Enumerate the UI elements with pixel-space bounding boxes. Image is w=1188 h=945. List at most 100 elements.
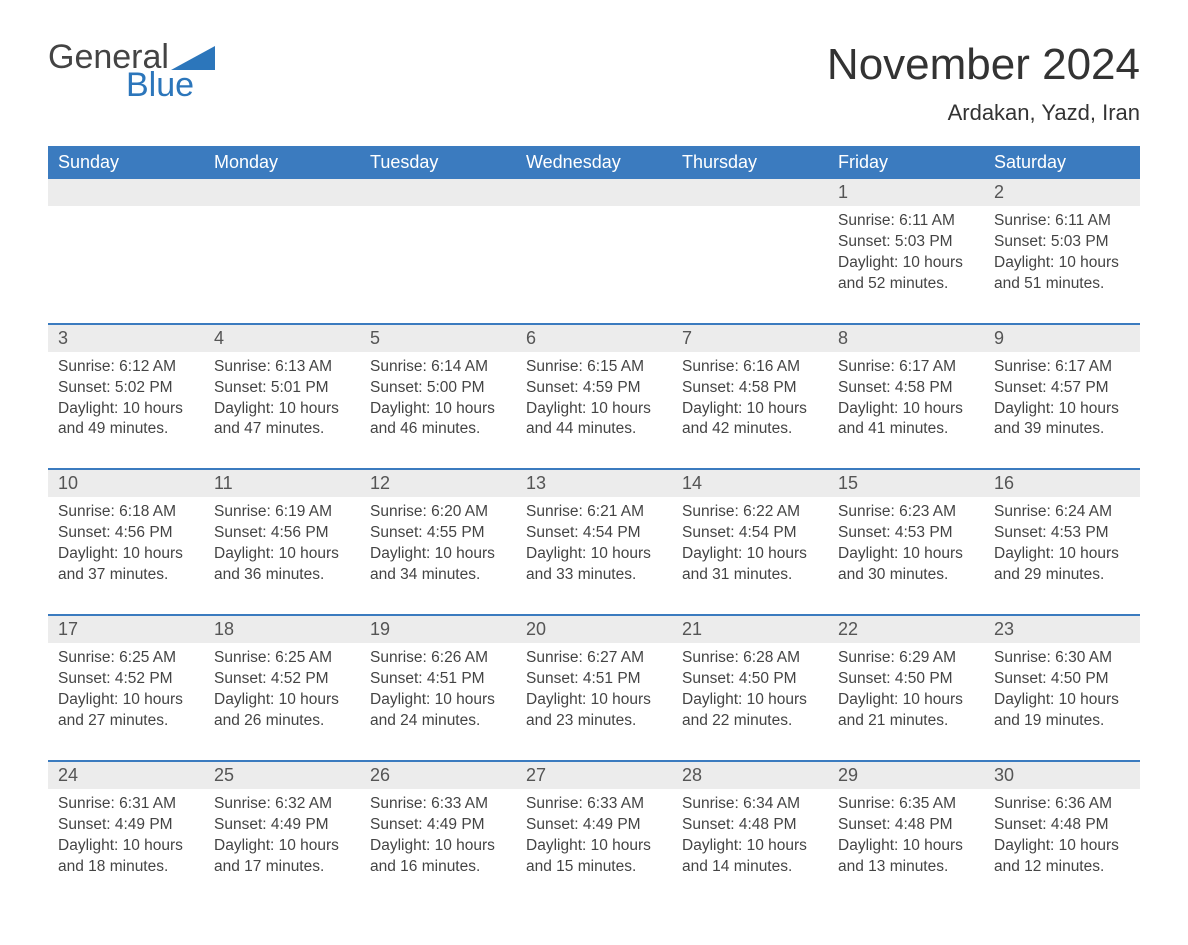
sunrise-text: Sunrise: 6:27 AM xyxy=(526,648,662,669)
day-info: Sunrise: 6:32 AMSunset: 4:49 PMDaylight:… xyxy=(204,794,360,878)
daylight-text: Daylight: 10 hours and 52 minutes. xyxy=(838,253,974,295)
sunrise-text: Sunrise: 6:20 AM xyxy=(370,502,506,523)
day-info: Sunrise: 6:17 AMSunset: 4:57 PMDaylight:… xyxy=(984,357,1140,441)
sunset-text: Sunset: 4:48 PM xyxy=(682,815,818,836)
day-number: 23 xyxy=(984,616,1140,643)
daylight-text: Daylight: 10 hours and 14 minutes. xyxy=(682,836,818,878)
sunrise-text: Sunrise: 6:11 AM xyxy=(994,211,1130,232)
day-info: Sunrise: 6:25 AMSunset: 4:52 PMDaylight:… xyxy=(204,648,360,732)
day-info: Sunrise: 6:11 AMSunset: 5:03 PMDaylight:… xyxy=(828,211,984,295)
weeks-container: 1Sunrise: 6:11 AMSunset: 5:03 PMDaylight… xyxy=(48,179,1140,905)
day-number: 21 xyxy=(672,616,828,643)
daylight-text: Daylight: 10 hours and 31 minutes. xyxy=(682,544,818,586)
day-cell: 11Sunrise: 6:19 AMSunset: 4:56 PMDayligh… xyxy=(204,470,360,614)
sunrise-text: Sunrise: 6:25 AM xyxy=(58,648,194,669)
day-number: 10 xyxy=(48,470,204,497)
week-row: 10Sunrise: 6:18 AMSunset: 4:56 PMDayligh… xyxy=(48,468,1140,614)
sunset-text: Sunset: 4:52 PM xyxy=(214,669,350,690)
daylight-text: Daylight: 10 hours and 34 minutes. xyxy=(370,544,506,586)
sunset-text: Sunset: 4:58 PM xyxy=(682,378,818,399)
day-number: 9 xyxy=(984,325,1140,352)
day-cell: 27 Sunrise: 6:33 AMSunset: 4:49 PMDayligh… xyxy=(516,762,672,906)
empty-day-cell xyxy=(360,179,516,323)
weekday-header: Thursday xyxy=(672,146,828,179)
day-info: Sunrise: 6:28 AMSunset: 4:50 PMDaylight:… xyxy=(672,648,828,732)
sunset-text: Sunset: 4:48 PM xyxy=(838,815,974,836)
day-number xyxy=(204,179,360,206)
day-info: Sunrise: 6:25 AMSunset: 4:52 PMDaylight:… xyxy=(48,648,204,732)
day-info: Sunrise: 6:33 AMSunset: 4:49 PMDaylight:… xyxy=(516,794,672,878)
day-cell: 8Sunrise: 6:17 AMSunset: 4:58 PMDaylight… xyxy=(828,325,984,469)
daylight-text: Daylight: 10 hours and 27 minutes. xyxy=(58,690,194,732)
day-number xyxy=(360,179,516,206)
day-cell: 29 Sunrise: 6:35 AMSunset: 4:48 PMDayligh… xyxy=(828,762,984,906)
day-number: 26 xyxy=(360,762,516,789)
calendar: SundayMondayTuesdayWednesdayThursdayFrid… xyxy=(48,146,1140,905)
weekday-header: Saturday xyxy=(984,146,1140,179)
day-number: 14 xyxy=(672,470,828,497)
day-number: 8 xyxy=(828,325,984,352)
day-cell: 28Sunrise: 6:34 AMSunset: 4:48 PMDayligh… xyxy=(672,762,828,906)
daylight-text: Daylight: 10 hours and 15 minutes. xyxy=(526,836,662,878)
weekday-header: Friday xyxy=(828,146,984,179)
daylight-text: Daylight: 10 hours and 16 minutes. xyxy=(370,836,506,878)
day-cell: 3Sunrise: 6:12 AMSunset: 5:02 PMDaylight… xyxy=(48,325,204,469)
sunrise-text: Sunrise: 6:29 AM xyxy=(838,648,974,669)
day-number: 27 xyxy=(516,762,672,789)
daylight-text: Daylight: 10 hours and 12 minutes. xyxy=(994,836,1130,878)
sunset-text: Sunset: 4:58 PM xyxy=(838,378,974,399)
day-info: Sunrise: 6:29 AMSunset: 4:50 PMDaylight:… xyxy=(828,648,984,732)
empty-day-cell xyxy=(204,179,360,323)
daylight-text: Daylight: 10 hours and 29 minutes. xyxy=(994,544,1130,586)
daylight-text: Daylight: 10 hours and 33 minutes. xyxy=(526,544,662,586)
day-cell: 13Sunrise: 6:21 AMSunset: 4:54 PMDayligh… xyxy=(516,470,672,614)
sunset-text: Sunset: 4:54 PM xyxy=(526,523,662,544)
sunrise-text: Sunrise: 6:35 AM xyxy=(838,794,974,815)
weekday-header-row: SundayMondayTuesdayWednesdayThursdayFrid… xyxy=(48,146,1140,179)
sunrise-text: Sunrise: 6:23 AM xyxy=(838,502,974,523)
sunrise-text: Sunrise: 6:28 AM xyxy=(682,648,818,669)
day-cell: 1Sunrise: 6:11 AMSunset: 5:03 PMDaylight… xyxy=(828,179,984,323)
day-info: Sunrise: 6:34 AMSunset: 4:48 PMDaylight:… xyxy=(672,794,828,878)
sunrise-text: Sunrise: 6:17 AM xyxy=(994,357,1130,378)
daylight-text: Daylight: 10 hours and 13 minutes. xyxy=(838,836,974,878)
sunset-text: Sunset: 4:56 PM xyxy=(58,523,194,544)
sunset-text: Sunset: 4:57 PM xyxy=(994,378,1130,399)
day-info: Sunrise: 6:15 AMSunset: 4:59 PMDaylight:… xyxy=(516,357,672,441)
sunset-text: Sunset: 4:59 PM xyxy=(526,378,662,399)
sunrise-text: Sunrise: 6:19 AM xyxy=(214,502,350,523)
sunset-text: Sunset: 4:49 PM xyxy=(214,815,350,836)
day-cell: 30Sunrise: 6:36 AMSunset: 4:48 PMDayligh… xyxy=(984,762,1140,906)
title-block: November 2024 Ardakan, Yazd, Iran xyxy=(827,40,1140,126)
daylight-text: Daylight: 10 hours and 51 minutes. xyxy=(994,253,1130,295)
sunrise-text: Sunrise: 6:30 AM xyxy=(994,648,1130,669)
day-info: Sunrise: 6:36 AMSunset: 4:48 PMDaylight:… xyxy=(984,794,1140,878)
sunrise-text: Sunrise: 6:33 AM xyxy=(370,794,506,815)
sunset-text: Sunset: 4:51 PM xyxy=(370,669,506,690)
day-info: Sunrise: 6:35 AMSunset: 4:48 PMDaylight:… xyxy=(828,794,984,878)
day-info: Sunrise: 6:31 AMSunset: 4:49 PMDaylight:… xyxy=(48,794,204,878)
day-number: 29 xyxy=(828,762,984,789)
sunset-text: Sunset: 4:49 PM xyxy=(526,815,662,836)
day-cell: 25Sunrise: 6:32 AMSunset: 4:49 PMDayligh… xyxy=(204,762,360,906)
sunrise-text: Sunrise: 6:36 AM xyxy=(994,794,1130,815)
day-info: Sunrise: 6:21 AMSunset: 4:54 PMDaylight:… xyxy=(516,502,672,586)
sunset-text: Sunset: 4:53 PM xyxy=(994,523,1130,544)
day-number xyxy=(48,179,204,206)
day-info: Sunrise: 6:20 AMSunset: 4:55 PMDaylight:… xyxy=(360,502,516,586)
sunrise-text: Sunrise: 6:11 AM xyxy=(838,211,974,232)
week-row: 1Sunrise: 6:11 AMSunset: 5:03 PMDaylight… xyxy=(48,179,1140,323)
day-info: Sunrise: 6:16 AMSunset: 4:58 PMDaylight:… xyxy=(672,357,828,441)
day-cell: 15Sunrise: 6:23 AMSunset: 4:53 PMDayligh… xyxy=(828,470,984,614)
sunset-text: Sunset: 4:50 PM xyxy=(994,669,1130,690)
month-title: November 2024 xyxy=(827,40,1140,90)
daylight-text: Daylight: 10 hours and 37 minutes. xyxy=(58,544,194,586)
day-info: Sunrise: 6:27 AMSunset: 4:51 PMDaylight:… xyxy=(516,648,672,732)
sunset-text: Sunset: 5:03 PM xyxy=(838,232,974,253)
daylight-text: Daylight: 10 hours and 24 minutes. xyxy=(370,690,506,732)
empty-day-cell xyxy=(516,179,672,323)
sunrise-text: Sunrise: 6:31 AM xyxy=(58,794,194,815)
day-info: Sunrise: 6:11 AMSunset: 5:03 PMDaylight:… xyxy=(984,211,1140,295)
empty-day-cell xyxy=(48,179,204,323)
day-cell: 22Sunrise: 6:29 AMSunset: 4:50 PMDayligh… xyxy=(828,616,984,760)
